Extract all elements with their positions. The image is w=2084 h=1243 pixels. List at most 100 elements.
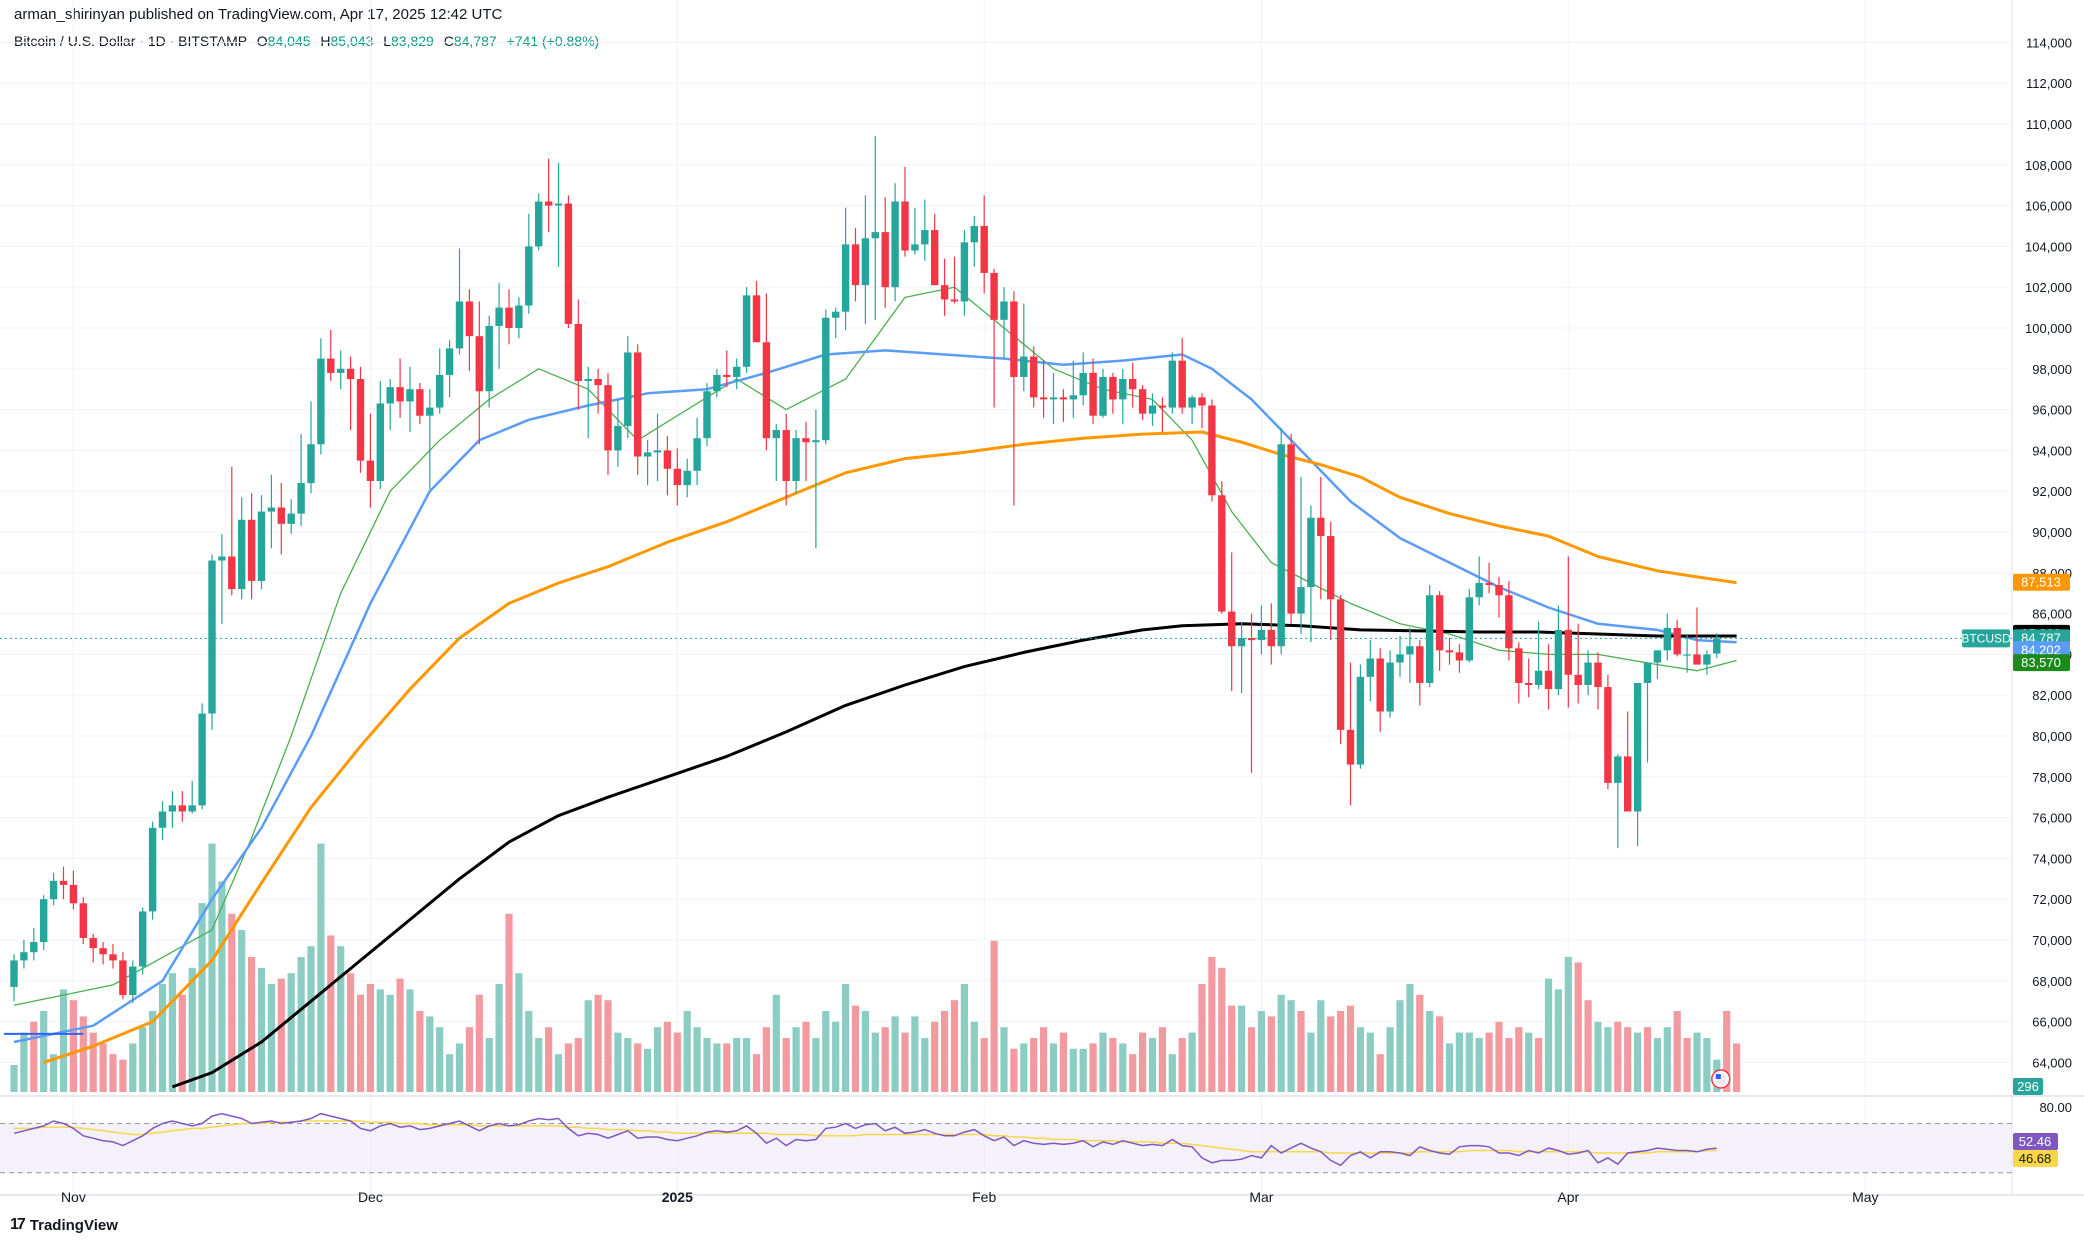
- candle-body: [772, 430, 780, 439]
- volume-bar: [1663, 1027, 1671, 1092]
- volume-bar: [574, 1038, 582, 1092]
- open-label: O: [256, 33, 268, 49]
- volume-bar: [1139, 1032, 1147, 1092]
- candle: [1039, 360, 1048, 418]
- candle-body: [356, 379, 365, 461]
- price-label-value: 87,513: [2021, 575, 2061, 590]
- candle-body: [1069, 395, 1077, 400]
- candle-body: [1564, 629, 1572, 675]
- candle-body: [673, 468, 681, 486]
- volume-bar: [1614, 1021, 1622, 1092]
- candle: [921, 199, 929, 261]
- change-value: +741 (+0.88%): [506, 33, 600, 49]
- candle: [901, 166, 909, 257]
- candle: [366, 413, 375, 508]
- candle-body: [1475, 583, 1483, 598]
- candle-body: [238, 519, 246, 590]
- volume-bar: [1188, 1032, 1196, 1092]
- tradingview-logo[interactable]: 17 TradingView: [10, 1216, 118, 1234]
- publisher-line: arman_shirinyan published on TradingView…: [14, 6, 503, 23]
- candle: [1534, 621, 1543, 690]
- low-label: L: [383, 33, 392, 49]
- volume-bar: [1158, 1027, 1166, 1092]
- high-label: H: [320, 33, 331, 49]
- price-label-value: 83,570: [2021, 655, 2061, 670]
- volume-bar: [752, 1054, 761, 1092]
- volume-bar: [762, 1027, 770, 1092]
- candle-body: [277, 507, 285, 524]
- volume-bar: [1148, 1038, 1157, 1092]
- candle-body: [1505, 595, 1513, 649]
- candle-body: [416, 389, 424, 416]
- price-axis: 64,000 66,000 68,000 70,000 72,000 74,000 76,0…: [2025, 35, 2072, 1070]
- volume-bar: [20, 1032, 28, 1092]
- candle: [1129, 362, 1137, 408]
- volume-bar: [1168, 1054, 1176, 1092]
- candle-body: [1059, 397, 1068, 400]
- candle-body: [782, 430, 790, 481]
- volume-bar: [1505, 1038, 1513, 1092]
- volume-bar: [50, 1054, 58, 1092]
- volume-bar: [1049, 1043, 1058, 1092]
- candle: [1604, 674, 1612, 790]
- candle: [1455, 644, 1464, 673]
- candle-body: [426, 407, 434, 416]
- volume-bar: [1178, 1038, 1186, 1092]
- candle-body: [1327, 536, 1335, 600]
- candle: [218, 534, 226, 624]
- candle-body: [59, 880, 68, 885]
- candle-body: [970, 226, 978, 243]
- candle: [1633, 682, 1642, 847]
- volume-bar: [1406, 984, 1414, 1092]
- candle: [426, 389, 434, 490]
- volume-bar: [465, 1027, 473, 1092]
- candle: [535, 193, 543, 251]
- open-value: 84,045: [267, 33, 311, 49]
- volume-label-bg: [2013, 1078, 2043, 1095]
- volume-bar: [59, 989, 68, 1092]
- candle-body: [1594, 662, 1602, 688]
- volume-bar: [99, 1043, 107, 1092]
- volume-bar: [683, 1011, 691, 1092]
- candle-body: [1039, 397, 1048, 400]
- volume-bar: [1059, 1032, 1067, 1092]
- candle: [733, 358, 741, 390]
- candle: [1178, 338, 1186, 414]
- candle: [1277, 427, 1285, 655]
- candle-body: [1525, 682, 1533, 685]
- candle: [49, 872, 58, 906]
- candle: [346, 356, 355, 430]
- candle-body: [396, 387, 404, 402]
- candle: [1416, 640, 1424, 706]
- candle: [683, 458, 691, 498]
- candle: [723, 350, 731, 388]
- volume-bar: [1574, 962, 1582, 1092]
- volume-bar: [327, 935, 335, 1092]
- candle-body: [693, 438, 701, 471]
- volume-bar: [416, 1011, 424, 1092]
- time-axis-label: Apr: [1557, 1189, 1579, 1205]
- candle: [1020, 303, 1028, 392]
- volume-bar: [911, 1016, 919, 1092]
- volume-bar: [782, 1038, 790, 1092]
- candle-body: [1426, 595, 1434, 683]
- candle: [742, 287, 751, 373]
- volume-bar: [772, 994, 780, 1092]
- candle: [960, 230, 969, 316]
- candle-body: [1386, 662, 1394, 712]
- candle-body: [535, 201, 543, 247]
- volume-bar: [1594, 1021, 1602, 1092]
- candle-body: [614, 425, 622, 451]
- candle: [1307, 505, 1315, 643]
- candle: [436, 348, 444, 414]
- candles: [10, 136, 1721, 1004]
- volume-bar: [673, 1032, 681, 1092]
- volume-bar: [228, 913, 236, 1092]
- volume-bar: [1307, 1032, 1315, 1092]
- volume-bar: [1683, 1038, 1691, 1092]
- volume-bar: [1564, 957, 1572, 1092]
- volume-bar: [1535, 1038, 1543, 1092]
- volume-bar: [347, 973, 355, 1092]
